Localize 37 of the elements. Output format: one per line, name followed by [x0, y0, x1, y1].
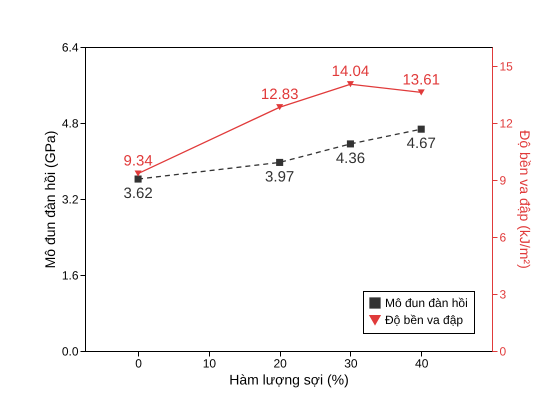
y-tick-label: 4.8 — [62, 116, 79, 130]
x-tick-label: 0 — [135, 356, 142, 370]
point — [276, 158, 284, 166]
x-tick-label: 20 — [273, 356, 288, 370]
y-axis-title: Mô đun đàn hồi (GPa) — [42, 130, 58, 268]
y2-tick-label: 9 — [500, 174, 506, 188]
legend-label: Độ bền va đập — [385, 313, 464, 327]
y2-tick-label: 3 — [500, 288, 506, 302]
data-label: 3.97 — [265, 168, 294, 186]
data-label: 4.36 — [336, 150, 366, 167]
y-tick-label: 6.4 — [62, 40, 79, 54]
data-label: 4.67 — [406, 135, 436, 152]
y2-tick-label: 12 — [500, 116, 514, 130]
point — [276, 104, 284, 110]
y-tick-label: 1.6 — [62, 268, 79, 282]
y2-axis-title: Độ bền va đập (kJ/m²) — [516, 130, 533, 269]
data-label: 9.34 — [123, 152, 153, 170]
point — [134, 176, 142, 183]
y2-tick-label: 0 — [500, 344, 506, 358]
point — [134, 170, 142, 177]
data-label: 13.61 — [402, 71, 440, 88]
y-tick-label: 3.2 — [62, 192, 79, 206]
point — [418, 126, 425, 133]
point — [418, 89, 425, 96]
data-label: 14.04 — [332, 63, 370, 80]
y2-tick-label: 15 — [500, 60, 514, 74]
data-label: 12.83 — [260, 86, 298, 104]
x-axis-title: Hàm lượng sợi (%) — [229, 372, 349, 388]
point — [346, 81, 354, 88]
y2-tick-label: 6 — [500, 230, 506, 244]
x-tick-label: 40 — [415, 356, 429, 370]
y-tick-label: 0.0 — [62, 344, 79, 358]
point — [346, 140, 354, 148]
x-tick-label: 10 — [202, 356, 216, 370]
legend-label: Mô đun đàn hồi — [385, 296, 468, 310]
x-tick-label: 30 — [344, 356, 358, 370]
data-label: 3.62 — [123, 185, 153, 202]
